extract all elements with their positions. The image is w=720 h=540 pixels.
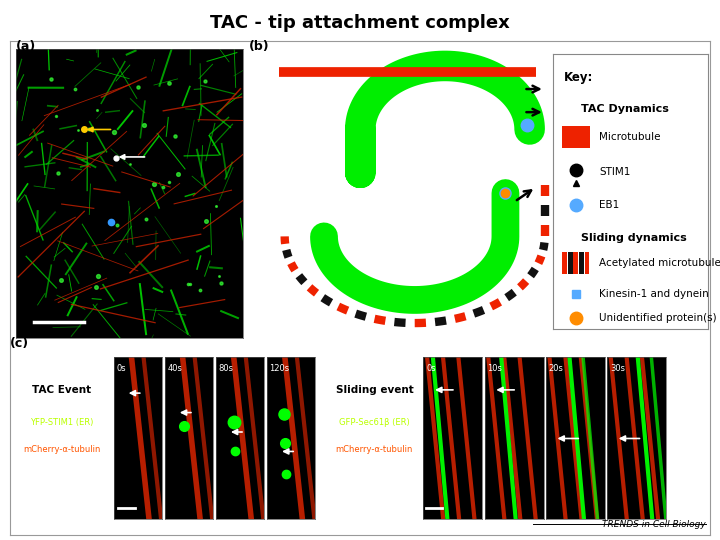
Text: 0s: 0s [116, 364, 126, 373]
Text: (b): (b) [248, 40, 269, 53]
Text: 120s: 120s [269, 364, 289, 373]
Text: 30s: 30s [610, 364, 625, 373]
Text: mCherry-α-tubulin: mCherry-α-tubulin [336, 446, 413, 454]
FancyBboxPatch shape [585, 252, 590, 274]
Text: STIM1: STIM1 [599, 167, 631, 178]
Text: Key:: Key: [564, 71, 593, 84]
Text: Unidentified protein(s): Unidentified protein(s) [599, 313, 717, 323]
Text: 20s: 20s [549, 364, 564, 373]
Text: Sliding event: Sliding event [336, 385, 413, 395]
Text: Sliding dynamics: Sliding dynamics [581, 233, 687, 243]
Text: GFP-Sec61β (ER): GFP-Sec61β (ER) [339, 418, 410, 427]
Text: Acetylated microtubule: Acetylated microtubule [599, 258, 720, 268]
Text: YFP-STIM1 (ER): YFP-STIM1 (ER) [30, 418, 94, 427]
Text: TRENDS in Cell Biology: TRENDS in Cell Biology [602, 520, 706, 529]
FancyBboxPatch shape [573, 252, 578, 274]
Text: TAC Event: TAC Event [32, 385, 91, 395]
Text: 0s: 0s [426, 364, 436, 373]
Text: (c): (c) [10, 336, 30, 350]
FancyBboxPatch shape [579, 252, 584, 274]
Text: mCherry-α-tubulin: mCherry-α-tubulin [23, 446, 100, 454]
Text: EB1: EB1 [599, 200, 620, 211]
Text: Microtubule: Microtubule [599, 132, 661, 141]
Text: 40s: 40s [167, 364, 182, 373]
Text: TAC Dynamics: TAC Dynamics [581, 104, 669, 113]
Text: (a): (a) [16, 40, 36, 53]
FancyBboxPatch shape [562, 126, 590, 147]
FancyBboxPatch shape [568, 252, 573, 274]
Text: 10s: 10s [487, 364, 503, 373]
Text: 80s: 80s [218, 364, 233, 373]
Text: Kinesin-1 and dynein: Kinesin-1 and dynein [599, 288, 709, 299]
Text: TAC - tip attachment complex: TAC - tip attachment complex [210, 14, 510, 31]
FancyBboxPatch shape [562, 252, 567, 274]
